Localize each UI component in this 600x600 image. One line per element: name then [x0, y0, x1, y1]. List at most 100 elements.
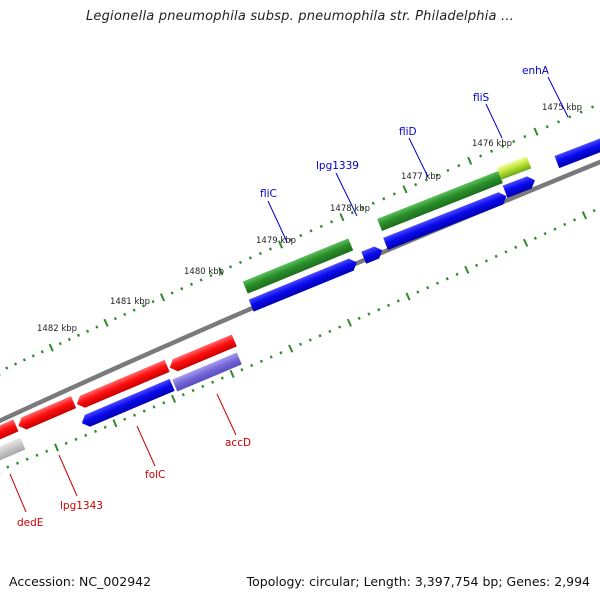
- scale-tick-minor: [414, 182, 418, 187]
- cds-fliC-feature[interactable]: [242, 238, 354, 294]
- cds-accD-feature[interactable]: [167, 334, 237, 373]
- scale-tick-minor: [67, 337, 71, 342]
- scale-tick-minor: [22, 358, 26, 362]
- scale-tick-major: [533, 127, 539, 136]
- scale-tick-minor: [123, 312, 127, 317]
- scale-tick-minor: [180, 287, 184, 291]
- cds-folC-feature[interactable]: [74, 359, 170, 410]
- gene-accD-block[interactable]: [172, 352, 242, 392]
- gene-fliS-arrow[interactable]: [502, 174, 538, 198]
- scale-tick-minor: [25, 457, 29, 461]
- scale-tick-major: [339, 213, 345, 222]
- scale-tick-minor: [123, 417, 127, 421]
- scale-tick-minor: [6, 465, 10, 469]
- outer-scale: [0, 105, 595, 376]
- leader-fliS: [485, 103, 503, 139]
- scale-tick-minor: [152, 405, 156, 409]
- scale-label-1480: 1480 kbp: [184, 267, 224, 277]
- scale-tick-minor: [357, 316, 361, 321]
- scale-tick-minor: [475, 263, 479, 268]
- scale-tick-minor: [289, 238, 293, 242]
- scale-tick-minor: [64, 441, 68, 446]
- gene-label-folC: folC: [145, 469, 165, 481]
- scale-tick-minor: [259, 359, 263, 363]
- scale-tick-minor: [162, 401, 166, 405]
- scale-tick-minor: [250, 363, 254, 368]
- cds-dedE-feature[interactable]: [0, 419, 19, 442]
- scale-tick-minor: [330, 220, 334, 224]
- scale-tick-minor: [45, 449, 49, 453]
- scale-tick-minor: [457, 163, 461, 168]
- scale-tick-minor: [191, 388, 195, 393]
- leader-accD: [216, 393, 237, 436]
- scale-tick-minor: [74, 437, 78, 442]
- map-title: Legionella pneumophila subsp. pneumophil…: [85, 9, 515, 24]
- scale-tick-minor: [201, 384, 205, 389]
- gene-fliC-arrow[interactable]: [248, 256, 359, 312]
- scale-tick-minor: [533, 236, 537, 240]
- scale-tick-minor: [86, 329, 90, 333]
- scale-tick-major: [522, 238, 529, 247]
- scale-tick-major: [288, 344, 294, 353]
- scale-tick-minor: [229, 265, 233, 269]
- scale-tick-minor: [350, 210, 354, 215]
- scale-tick-minor: [553, 227, 557, 231]
- scale-tick-minor: [396, 299, 400, 303]
- cds-fliD-feature[interactable]: [377, 171, 503, 231]
- gene-fliD-arrow[interactable]: [383, 190, 509, 250]
- gene-lpg1339-arrow[interactable]: [361, 244, 384, 264]
- scale-tick-minor: [240, 368, 244, 372]
- scale-tick-minor: [142, 304, 146, 308]
- scale-tick-minor: [113, 316, 117, 321]
- gene-label-dedE: dedE: [17, 517, 43, 529]
- gene-folC-block[interactable]: [79, 378, 175, 429]
- scale-tick-minor: [269, 355, 273, 359]
- scale-tick-minor: [170, 291, 174, 295]
- inner-scale: [0, 209, 596, 475]
- scale-label-1477: 1477 kbp: [401, 172, 441, 182]
- scale-tick-minor: [579, 110, 583, 114]
- gene-enhA-arrow[interactable]: [554, 133, 600, 169]
- scale-tick-minor: [151, 299, 155, 304]
- scale-tick-minor: [386, 303, 391, 307]
- scale-tick-minor: [445, 277, 449, 281]
- scale-tick-minor: [308, 338, 312, 342]
- scale-tick-major: [48, 343, 54, 352]
- scale-tick-minor: [132, 413, 137, 417]
- scale-labels: 1475 kbp 1476 kbp 1477 kbp 1478 kbp 1479…: [37, 103, 582, 334]
- scale-tick-major: [103, 318, 109, 327]
- label-leaders: [9, 76, 569, 513]
- gene-labels: enhA fliS fliD lpg1339 fliC accD folC lp…: [17, 65, 550, 529]
- scale-tick-minor: [258, 251, 262, 256]
- scale-tick-minor: [142, 409, 146, 413]
- leader-dedE: [9, 473, 27, 513]
- scale-tick-minor: [95, 325, 99, 329]
- scale-tick-minor: [76, 333, 80, 337]
- scale-tick-major: [402, 185, 408, 194]
- scale-tick-major: [467, 156, 473, 165]
- scale-tick-minor: [591, 105, 595, 109]
- gene-label-fliD: fliD: [399, 126, 417, 138]
- cds-lpg1343-feature[interactable]: [16, 396, 77, 432]
- scale-tick-major: [464, 265, 470, 274]
- scale-tick-minor: [504, 250, 508, 254]
- scale-tick-minor: [209, 273, 213, 278]
- scale-tick-minor: [512, 139, 516, 144]
- gene-label-enhA: enhA: [522, 65, 550, 77]
- scale-label-1479: 1479 kbp: [256, 236, 296, 246]
- scale-tick-minor: [568, 115, 572, 119]
- scale-tick-minor: [338, 325, 342, 329]
- scale-tick-minor: [299, 233, 303, 238]
- scale-tick-minor: [501, 144, 505, 148]
- scale-tick-major: [159, 293, 166, 302]
- scale-tick-minor: [211, 380, 215, 384]
- scale-tick-minor: [392, 192, 396, 196]
- gene-label-lpg1343: lpg1343: [60, 500, 103, 512]
- scale-tick-minor: [5, 366, 9, 370]
- scale-tick-major: [405, 292, 411, 301]
- gene-dedE-block[interactable]: [0, 437, 26, 461]
- scale-tick-minor: [435, 281, 439, 285]
- scale-tick-major: [218, 267, 224, 276]
- cds-fliS-feature[interactable]: [496, 156, 532, 180]
- scale-label-1476: 1476 kbp: [472, 139, 512, 149]
